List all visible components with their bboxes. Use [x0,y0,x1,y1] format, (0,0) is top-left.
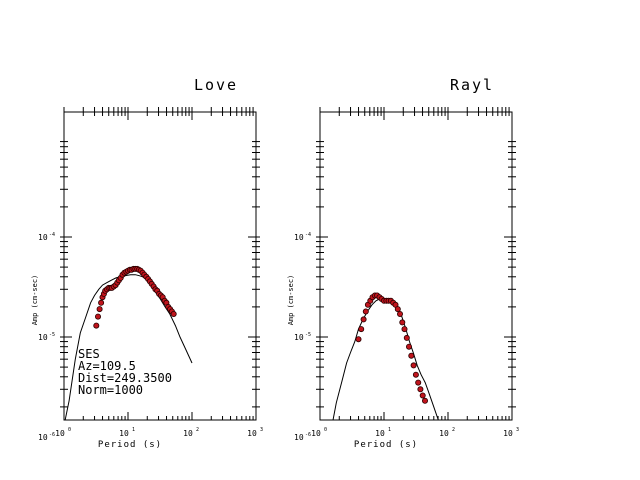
x-tick-label: 10 [119,429,129,438]
x-tick-exponent: 3 [516,427,519,433]
observed-point [93,322,100,329]
y-tick-exponent: -6 [305,432,311,438]
x-tick-label: 10 [439,429,449,438]
x-tick-exponent: 1 [388,427,391,433]
x-axis-label: Period (s) [354,440,418,450]
y-tick-label: 10 [38,433,48,442]
observed-point [415,379,422,386]
observed-point [170,310,177,317]
observed-point [412,371,419,378]
y-tick-exponent: -4 [49,232,55,238]
x-tick-label: 10 [503,429,513,438]
observed-point [355,336,362,343]
observed-point [410,362,417,369]
y-tick-label: 10 [294,433,304,442]
x-tick-label: 10 [183,429,193,438]
panel-title: Love [194,76,238,94]
x-tick-label: 10 [247,429,257,438]
x-tick-exponent: 0 [324,427,327,433]
x-tick-label: 10 [55,429,65,438]
station-annotation-line: SES [78,347,100,361]
plot-frame [63,111,257,421]
observed-point [394,306,401,313]
observed-point [96,306,103,313]
y-tick-exponent: -6 [49,432,55,438]
x-axis-label: Period (s) [98,440,162,450]
y-tick-label: 10 [38,333,48,342]
station-annotation-line: Az=109.5 [78,359,136,373]
x-tick-exponent: 1 [132,427,135,433]
plot-frame [319,111,513,421]
station-annotation-line: Dist=249.3500 [78,371,172,385]
x-tick-exponent: 2 [452,427,455,433]
y-tick-label: 10 [294,333,304,342]
synthetic-curve [332,298,439,420]
x-tick-label: 10 [375,429,385,438]
observed-point [95,313,102,320]
y-tick-exponent: -5 [305,332,311,338]
x-tick-label: 10 [311,429,321,438]
observed-point [417,386,424,393]
panel-title: Rayl [450,76,494,94]
observed-point [403,334,410,341]
observed-point [408,352,415,359]
observed-point [98,299,105,306]
x-tick-exponent: 0 [68,427,71,433]
observed-point [360,316,367,323]
x-tick-exponent: 2 [196,427,199,433]
station-annotation-line: Norm=1000 [78,383,143,397]
observed-point [421,397,428,404]
observed-point [396,310,403,317]
y-tick-label: 10 [38,233,48,242]
y-tick-label: 10 [294,233,304,242]
y-axis-label: Amp (cm-sec) [31,275,39,326]
observed-point [419,392,426,399]
observed-point [358,326,365,333]
observed-point [399,319,406,326]
y-tick-exponent: -5 [49,332,55,338]
y-tick-exponent: -4 [305,232,311,238]
y-axis-label: Amp (cm-sec) [287,275,295,326]
observed-point [362,308,369,315]
observed-point [401,326,408,333]
x-tick-exponent: 3 [260,427,263,433]
observed-point [405,343,412,350]
